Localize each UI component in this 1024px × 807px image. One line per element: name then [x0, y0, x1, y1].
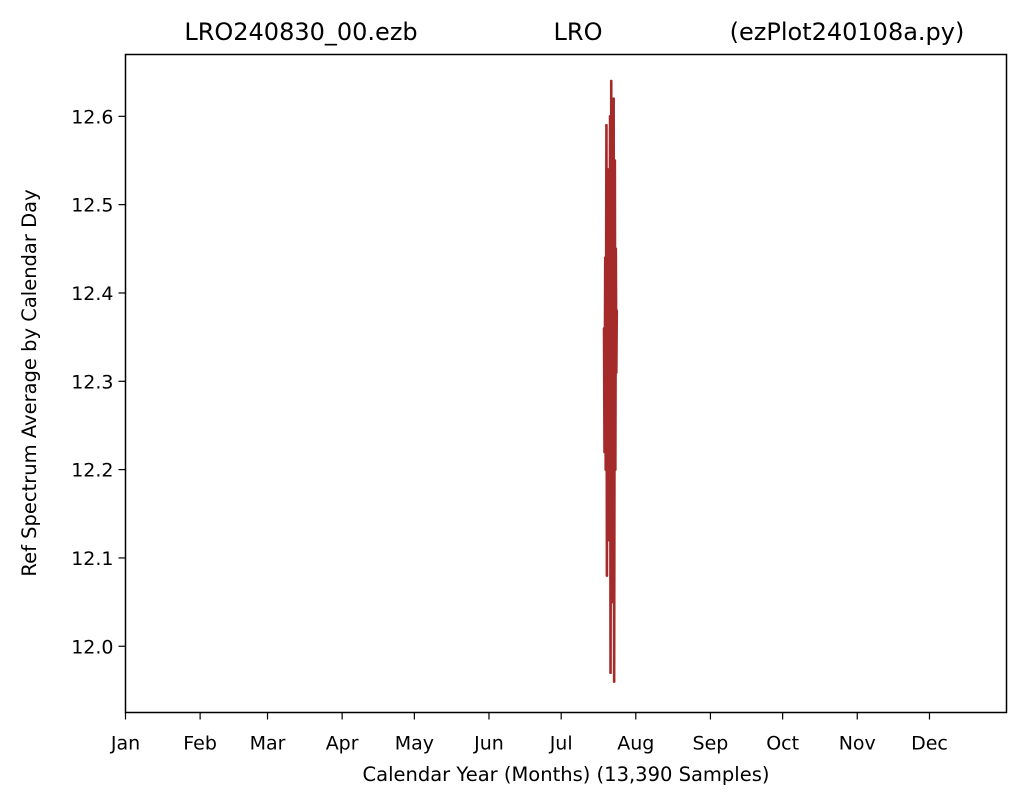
data-point — [615, 371, 618, 374]
x-tick-label: Sep — [693, 733, 729, 755]
data-point — [610, 486, 613, 489]
data-point — [604, 468, 607, 471]
x-axis-label: Calendar Year (Months) (13,390 Samples) — [363, 763, 770, 786]
x-tick-label: Apr — [326, 733, 359, 755]
data-point — [611, 150, 614, 153]
x-tick-label: Aug — [617, 733, 654, 755]
chart-title-right: (ezPlot240108a.py) — [730, 18, 965, 46]
data-point — [610, 79, 613, 83]
data-point — [614, 468, 617, 471]
y-tick-label: 12.6 — [71, 106, 113, 128]
y-tick-label: 12.4 — [71, 283, 113, 305]
y-tick-label: 12.0 — [71, 636, 113, 658]
y-tick-label: 12.3 — [71, 371, 113, 393]
data-point — [612, 680, 616, 683]
data-point — [611, 600, 615, 604]
x-tick-label: May — [395, 733, 434, 755]
y-tick-label: 12.1 — [71, 548, 113, 570]
data-point — [603, 450, 606, 454]
data-point — [608, 115, 612, 118]
chart-title-left: LRO240830_00.ezb — [184, 18, 417, 46]
y-tick-label: 12.2 — [71, 460, 113, 482]
data-point — [612, 97, 615, 100]
data-point — [602, 327, 606, 330]
data-point — [614, 247, 618, 251]
x-tick-label: Dec — [911, 733, 948, 755]
data-point — [605, 123, 608, 127]
data-point — [605, 574, 609, 577]
data-point — [606, 168, 609, 171]
x-tick-label: Jan — [110, 733, 140, 755]
data-point — [608, 539, 611, 542]
data-point — [604, 256, 607, 259]
data-point — [615, 309, 618, 312]
plot-area — [602, 79, 619, 683]
chart-title-center: LRO — [554, 18, 603, 46]
plot-frame — [124, 53, 1008, 714]
data-point — [607, 194, 611, 198]
x-tick-label: Feb — [183, 733, 217, 755]
series-line-0 — [602, 79, 619, 683]
y-axis: 12.0 12.1 12.2 12.3 12.4 12.5 12.6 — [71, 106, 126, 658]
x-tick-label: Nov — [839, 733, 876, 755]
data-point — [609, 671, 612, 674]
data-point — [606, 380, 610, 383]
y-axis-label: Ref Spectrum Average by Calendar Day — [18, 189, 41, 576]
x-tick-label: Jun — [473, 733, 504, 755]
data-point — [613, 159, 617, 162]
x-axis: Jan Feb Mar Apr May Jun Jul Aug Sep Oct Nov Dec — [110, 712, 948, 755]
x-tick-label: Oct — [766, 733, 799, 755]
y-tick-label: 12.5 — [71, 195, 113, 217]
x-tick-label: Jul — [549, 733, 573, 755]
x-tick-label: Mar — [250, 733, 286, 755]
